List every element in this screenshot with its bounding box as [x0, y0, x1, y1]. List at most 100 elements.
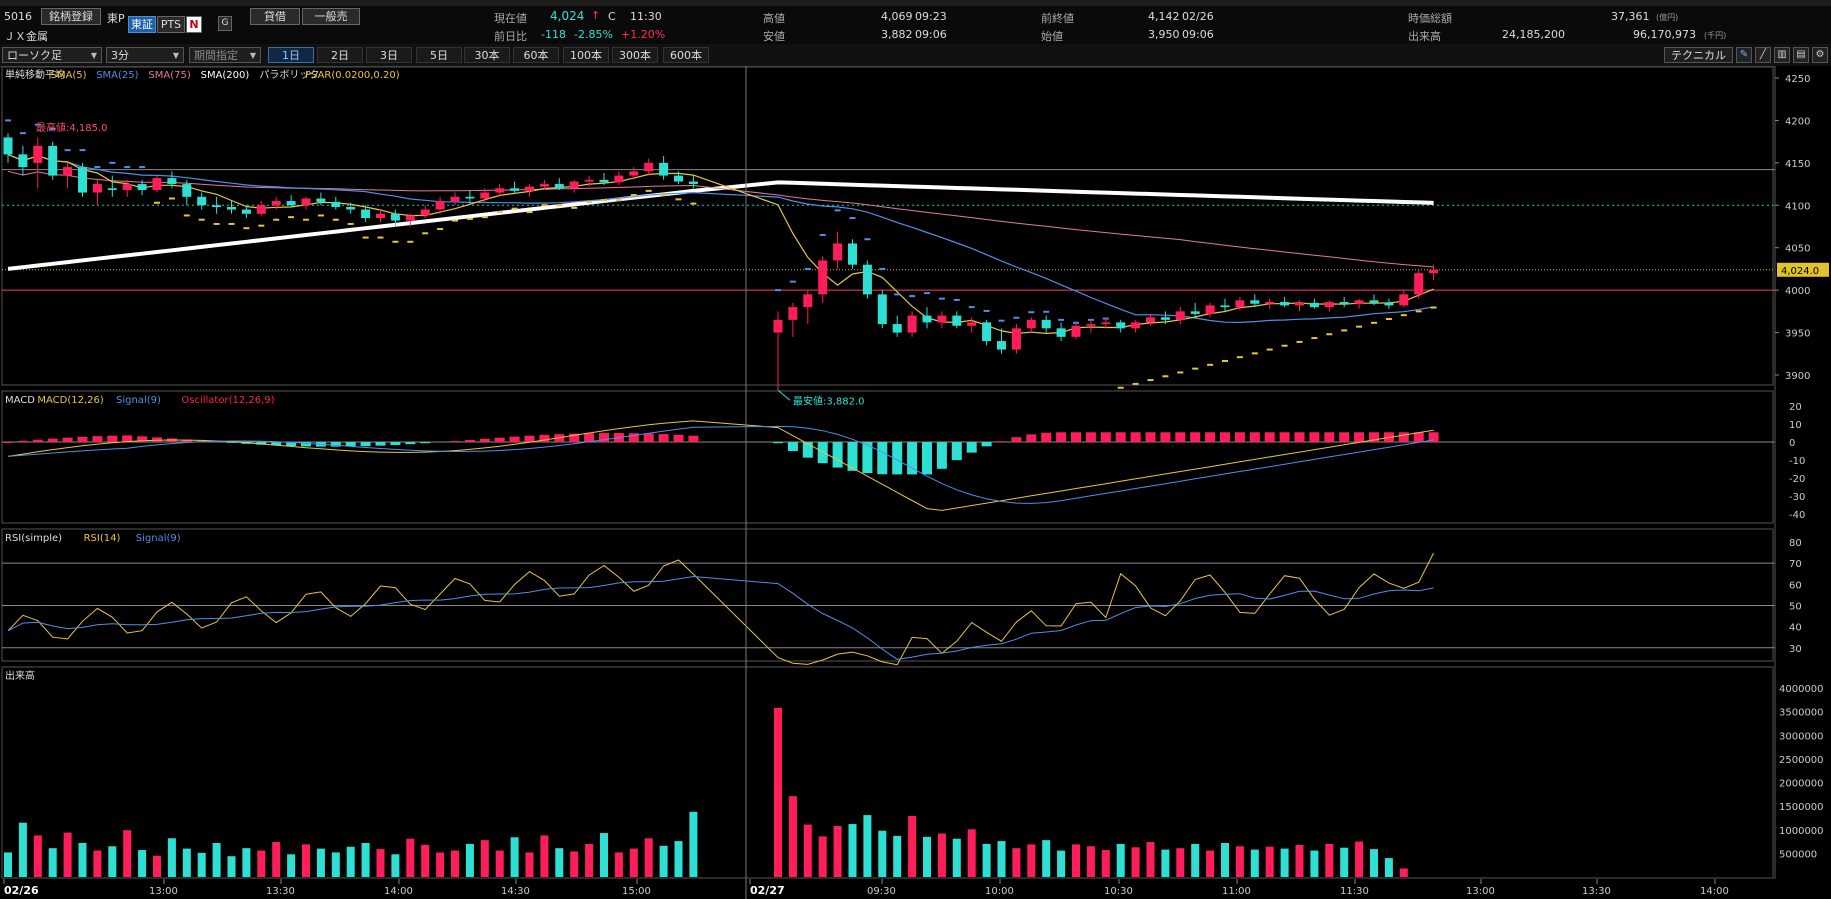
candle-body — [63, 167, 73, 176]
candle-body — [1429, 269, 1439, 274]
exchange-pts-button[interactable]: PTS — [157, 16, 185, 33]
low-annotation-pointer — [777, 389, 791, 401]
settings-icon[interactable]: ⚙ — [1812, 47, 1828, 63]
low-annotation: 最安値:3,882.0 — [793, 394, 865, 407]
g-icon[interactable]: G — [218, 16, 232, 31]
chart-type-select[interactable]: ローソク足 ▼ — [2, 47, 102, 63]
panel-frame-price — [1, 66, 1774, 386]
news-icon[interactable]: N — [186, 16, 202, 33]
oscillator-bar — [494, 437, 505, 442]
volume-bar — [272, 842, 281, 877]
oscillator-bar — [787, 442, 798, 451]
ippanbai-button[interactable]: 一般売 — [302, 8, 360, 25]
oscillator-bar — [226, 442, 237, 443]
candle-body — [346, 206, 356, 210]
volume-bar — [1012, 848, 1021, 877]
chevron-down-icon: ▼ — [249, 51, 256, 60]
candle-body — [227, 206, 236, 210]
period-button-5[interactable]: 60本 — [513, 47, 559, 63]
candle-body — [599, 179, 609, 183]
high-time: 09:23 — [915, 10, 947, 23]
volume-bar — [93, 850, 102, 877]
period-button-3[interactable]: 5日 — [416, 47, 462, 63]
period-select[interactable]: 期間指定 ▼ — [189, 47, 261, 63]
exchange-tse-button[interactable]: 東証 — [128, 16, 156, 33]
candle-body — [1384, 302, 1394, 306]
candle-body — [137, 184, 147, 191]
x-tick-label: 11:00 — [1222, 886, 1251, 897]
oscillator-bar — [47, 438, 58, 442]
oscillator-bar — [1220, 432, 1230, 442]
period-button-4[interactable]: 30本 — [464, 47, 510, 63]
price-legend-2: SMA(25) — [96, 70, 138, 81]
oscillator-bar — [181, 439, 192, 442]
oscillator-bar — [773, 442, 783, 444]
period-button-1[interactable]: 2日 — [317, 47, 363, 63]
volume-bar — [1355, 841, 1364, 877]
price-legend-1: SMA(5) — [51, 70, 87, 81]
x-tick-label: 11:30 — [1340, 886, 1369, 897]
candle-body — [952, 315, 962, 326]
candle-body — [1086, 324, 1096, 326]
candle-body — [376, 213, 385, 219]
oscillator-bar — [892, 442, 903, 475]
x-tick-label: 15:00 — [622, 886, 651, 897]
candle-body — [584, 179, 594, 182]
volume-bar — [848, 824, 857, 877]
current-label: 現在値 — [494, 12, 527, 25]
volume-bar — [182, 848, 191, 877]
candle-body — [450, 196, 460, 202]
candle-body — [435, 201, 445, 210]
draw-line-icon[interactable]: ╱ — [1755, 47, 1771, 63]
candle-body — [241, 209, 251, 214]
oscillator-bar — [658, 434, 669, 442]
volume-bar — [1042, 840, 1051, 877]
price-legend-3: SMA(75) — [148, 70, 190, 81]
volume-bar — [863, 815, 872, 877]
pen-icon[interactable]: ✎ — [1736, 47, 1752, 63]
mcap-unit: (億円) — [1656, 13, 1679, 22]
panel-frame-rsi — [1, 528, 1774, 662]
taishaku-button[interactable]: 貸借 — [250, 8, 300, 25]
candle-body — [316, 198, 326, 202]
rsi-signal-line — [7, 575, 1434, 660]
macd-tick-label: 0 — [1789, 438, 1795, 449]
candle-body — [167, 178, 177, 185]
technical-button[interactable]: テクニカル — [1664, 47, 1733, 63]
oscillator-bar — [17, 440, 28, 442]
chart-area[interactable]: 425042004150410040504000395039004,024.02… — [0, 66, 1831, 899]
volume-bar — [346, 846, 355, 877]
save-icon[interactable]: ▤ — [1793, 47, 1809, 63]
x-tick-label: 14:00 — [384, 886, 413, 897]
oscillator-bar — [420, 442, 431, 444]
period-button-7[interactable]: 300本 — [612, 47, 658, 63]
candle-body — [1146, 317, 1155, 323]
period-button-2[interactable]: 3日 — [366, 47, 412, 63]
oscillator-bar — [301, 442, 311, 447]
volume-bar — [197, 852, 206, 877]
candle-body — [1339, 302, 1349, 304]
rsi-tick-label: 70 — [1789, 559, 1802, 570]
candle-body — [907, 315, 917, 333]
oscillator-bar — [1234, 432, 1245, 442]
interval-select[interactable]: 3分 ▼ — [106, 47, 184, 63]
high-annotation: 最高値:4,185.0 — [36, 121, 108, 134]
oscillator-bar — [936, 442, 947, 469]
volume-label: 出来高 — [1408, 30, 1441, 43]
candle-body — [1369, 300, 1379, 303]
oscillator-bar — [1324, 432, 1335, 442]
layout-icon[interactable]: ▥ — [1774, 47, 1790, 63]
volume-bar — [1027, 844, 1036, 877]
candle-body — [92, 184, 102, 193]
price-legend-0: 単純移動平均 — [5, 68, 65, 81]
volume-bar — [967, 829, 976, 877]
period-button-6[interactable]: 100本 — [563, 47, 609, 63]
oscillator-bar — [1026, 434, 1037, 442]
oscillator-bar — [584, 433, 595, 442]
period-button-8[interactable]: 600本 — [663, 47, 709, 63]
register-button[interactable]: 銘柄登録 — [41, 8, 101, 25]
oscillator-bar — [1041, 432, 1052, 442]
volume-bar — [123, 830, 132, 877]
mcap-value: 37,361 — [1611, 10, 1650, 23]
period-button-0[interactable]: 1日 — [268, 47, 314, 63]
